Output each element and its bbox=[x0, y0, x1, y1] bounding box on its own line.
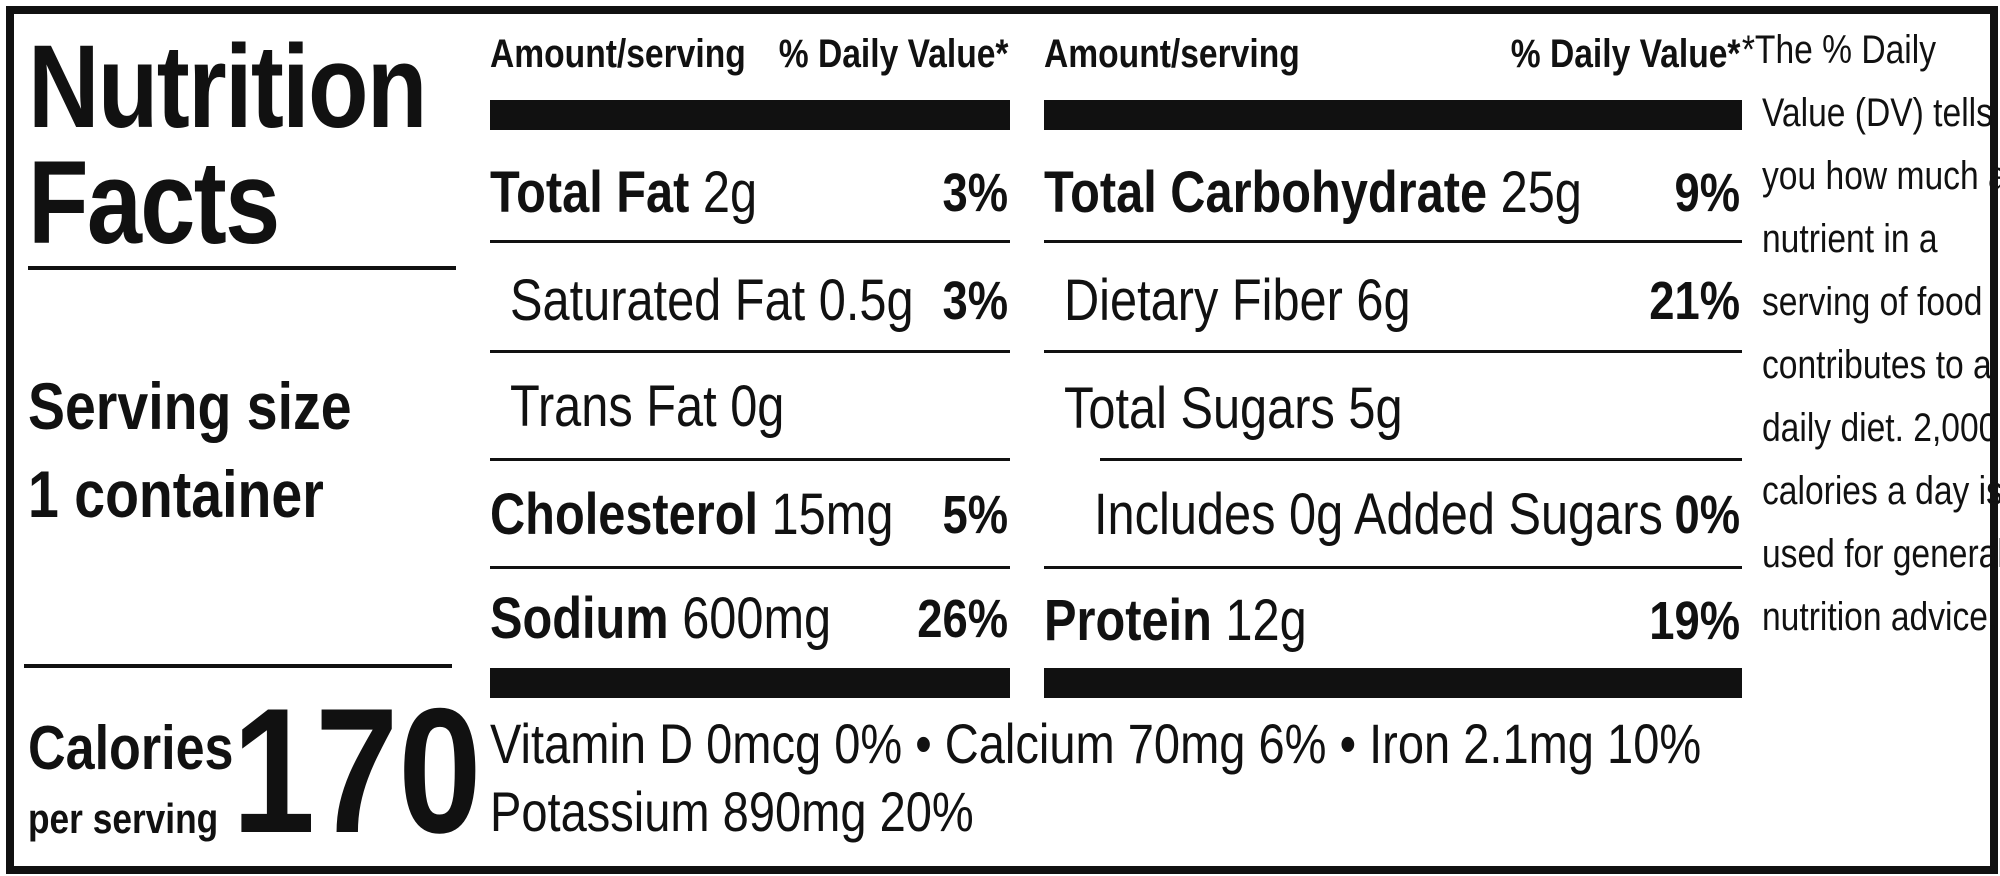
nutrient-name: Saturated Fat bbox=[510, 268, 806, 333]
calories-label: Calories bbox=[28, 714, 234, 783]
left-dv-header: % Daily Value* bbox=[778, 32, 1008, 76]
nutrient-added-sugars: Includes 0g Added Sugars bbox=[1094, 486, 1663, 544]
nutrient-total-fat: Total Fat 2g bbox=[490, 164, 757, 222]
nutrient-amount: 25g bbox=[1500, 160, 1582, 225]
nutrient-amount: 2g bbox=[702, 160, 758, 225]
calories-value: 170 bbox=[232, 671, 482, 870]
nutrient-name: Includes 0g Added Sugars bbox=[1094, 482, 1663, 547]
nutrient-saturated-fat: Saturated Fat 0.5g bbox=[510, 272, 914, 330]
row-divider bbox=[1100, 458, 1742, 461]
nutrient-trans-fat: Trans Fat 0g bbox=[510, 378, 784, 436]
row-divider bbox=[1044, 240, 1742, 243]
row-divider bbox=[1044, 566, 1742, 569]
left-amount-header: Amount/serving bbox=[490, 32, 746, 76]
nutrient-amount: 0.5g bbox=[818, 268, 914, 333]
nutrient-protein: Protein 12g bbox=[1044, 592, 1307, 650]
nutrition-facts-label bbox=[6, 6, 1998, 874]
footnote-line: nutrition advice. bbox=[1762, 595, 1998, 639]
footnote-line: daily diet. 2,000 bbox=[1762, 406, 1998, 450]
vitamins-line-1: Vitamin D 0mcg 0% • Calcium 70mg 6% • Ir… bbox=[490, 712, 1702, 775]
left-header-bar bbox=[490, 100, 1010, 130]
right-bottom-bar bbox=[1044, 668, 1742, 698]
title-nutrition: Nutrition bbox=[28, 21, 427, 153]
row-divider bbox=[1044, 350, 1742, 353]
nutrient-amount: 5g bbox=[1348, 376, 1403, 441]
nutrient-name: Total Fat bbox=[490, 160, 690, 225]
nutrient-amount: 6g bbox=[1356, 268, 1411, 333]
footnote-line: nutrient in a bbox=[1762, 217, 1938, 261]
nutrient-amount: 600mg bbox=[682, 586, 832, 651]
dv-added-sugars: 0% bbox=[1674, 485, 1740, 545]
calories-divider bbox=[24, 664, 452, 668]
title-facts: Facts bbox=[28, 137, 280, 269]
dv-total-fat: 3% bbox=[942, 163, 1008, 223]
footnote-line: used for general bbox=[1762, 532, 2000, 576]
footnote-line: calories a day is bbox=[1762, 469, 2000, 513]
nutrient-sodium: Sodium 600mg bbox=[490, 590, 831, 648]
nutrient-name: Total Carbohydrate bbox=[1044, 160, 1488, 225]
nutrient-dietary-fiber: Dietary Fiber 6g bbox=[1064, 272, 1411, 330]
nutrient-total-sugars: Total Sugars 5g bbox=[1064, 380, 1403, 438]
dv-cholesterol: 5% bbox=[942, 485, 1008, 545]
daily-value-footnote: *The % Daily Value (DV) tells you how mu… bbox=[1742, 30, 2000, 660]
dv-dietary-fiber: 21% bbox=[1649, 271, 1740, 331]
right-amount-header: Amount/serving bbox=[1044, 32, 1300, 76]
nutrient-name: Trans Fat bbox=[510, 374, 717, 439]
calories-per-serving: per serving bbox=[28, 795, 219, 842]
serving-size-label: Serving size bbox=[28, 369, 352, 443]
footnote-line: *The % Daily bbox=[1741, 28, 1937, 72]
footnote-line: serving of food bbox=[1762, 280, 1983, 324]
footnote-line: you how much a bbox=[1762, 154, 2000, 198]
row-divider bbox=[490, 350, 1010, 353]
nutrient-cholesterol: Cholesterol 15mg bbox=[490, 486, 893, 544]
nutrient-amount: 12g bbox=[1225, 588, 1307, 653]
footnote-line: Value (DV) tells bbox=[1762, 91, 1993, 135]
dv-saturated-fat: 3% bbox=[942, 271, 1008, 331]
title-divider bbox=[28, 266, 456, 270]
nutrient-name: Cholesterol bbox=[490, 482, 759, 547]
nutrient-name: Sodium bbox=[490, 586, 669, 651]
vitamins-line-2: Potassium 890mg 20% bbox=[490, 780, 974, 843]
nutrient-name: Total Sugars bbox=[1064, 376, 1335, 441]
dv-protein: 19% bbox=[1649, 591, 1740, 651]
nutrient-total-carbohydrate: Total Carbohydrate 25g bbox=[1044, 164, 1582, 222]
serving-size-value: 1 container bbox=[28, 457, 324, 531]
row-divider bbox=[490, 240, 1010, 243]
right-header-bar bbox=[1044, 100, 1742, 130]
nutrient-name: Protein bbox=[1044, 588, 1212, 653]
nutrient-amount: 15mg bbox=[771, 482, 894, 547]
dv-sodium: 26% bbox=[917, 589, 1008, 649]
right-dv-header: % Daily Value* bbox=[1510, 32, 1740, 76]
nutrient-amount: 0g bbox=[730, 374, 785, 439]
row-divider bbox=[490, 566, 1010, 569]
footnote-line: contributes to a bbox=[1762, 343, 1992, 387]
left-bottom-bar bbox=[490, 668, 1010, 698]
row-divider bbox=[490, 458, 1010, 461]
nutrient-name: Dietary Fiber bbox=[1064, 268, 1343, 333]
dv-total-carbohydrate: 9% bbox=[1674, 163, 1740, 223]
